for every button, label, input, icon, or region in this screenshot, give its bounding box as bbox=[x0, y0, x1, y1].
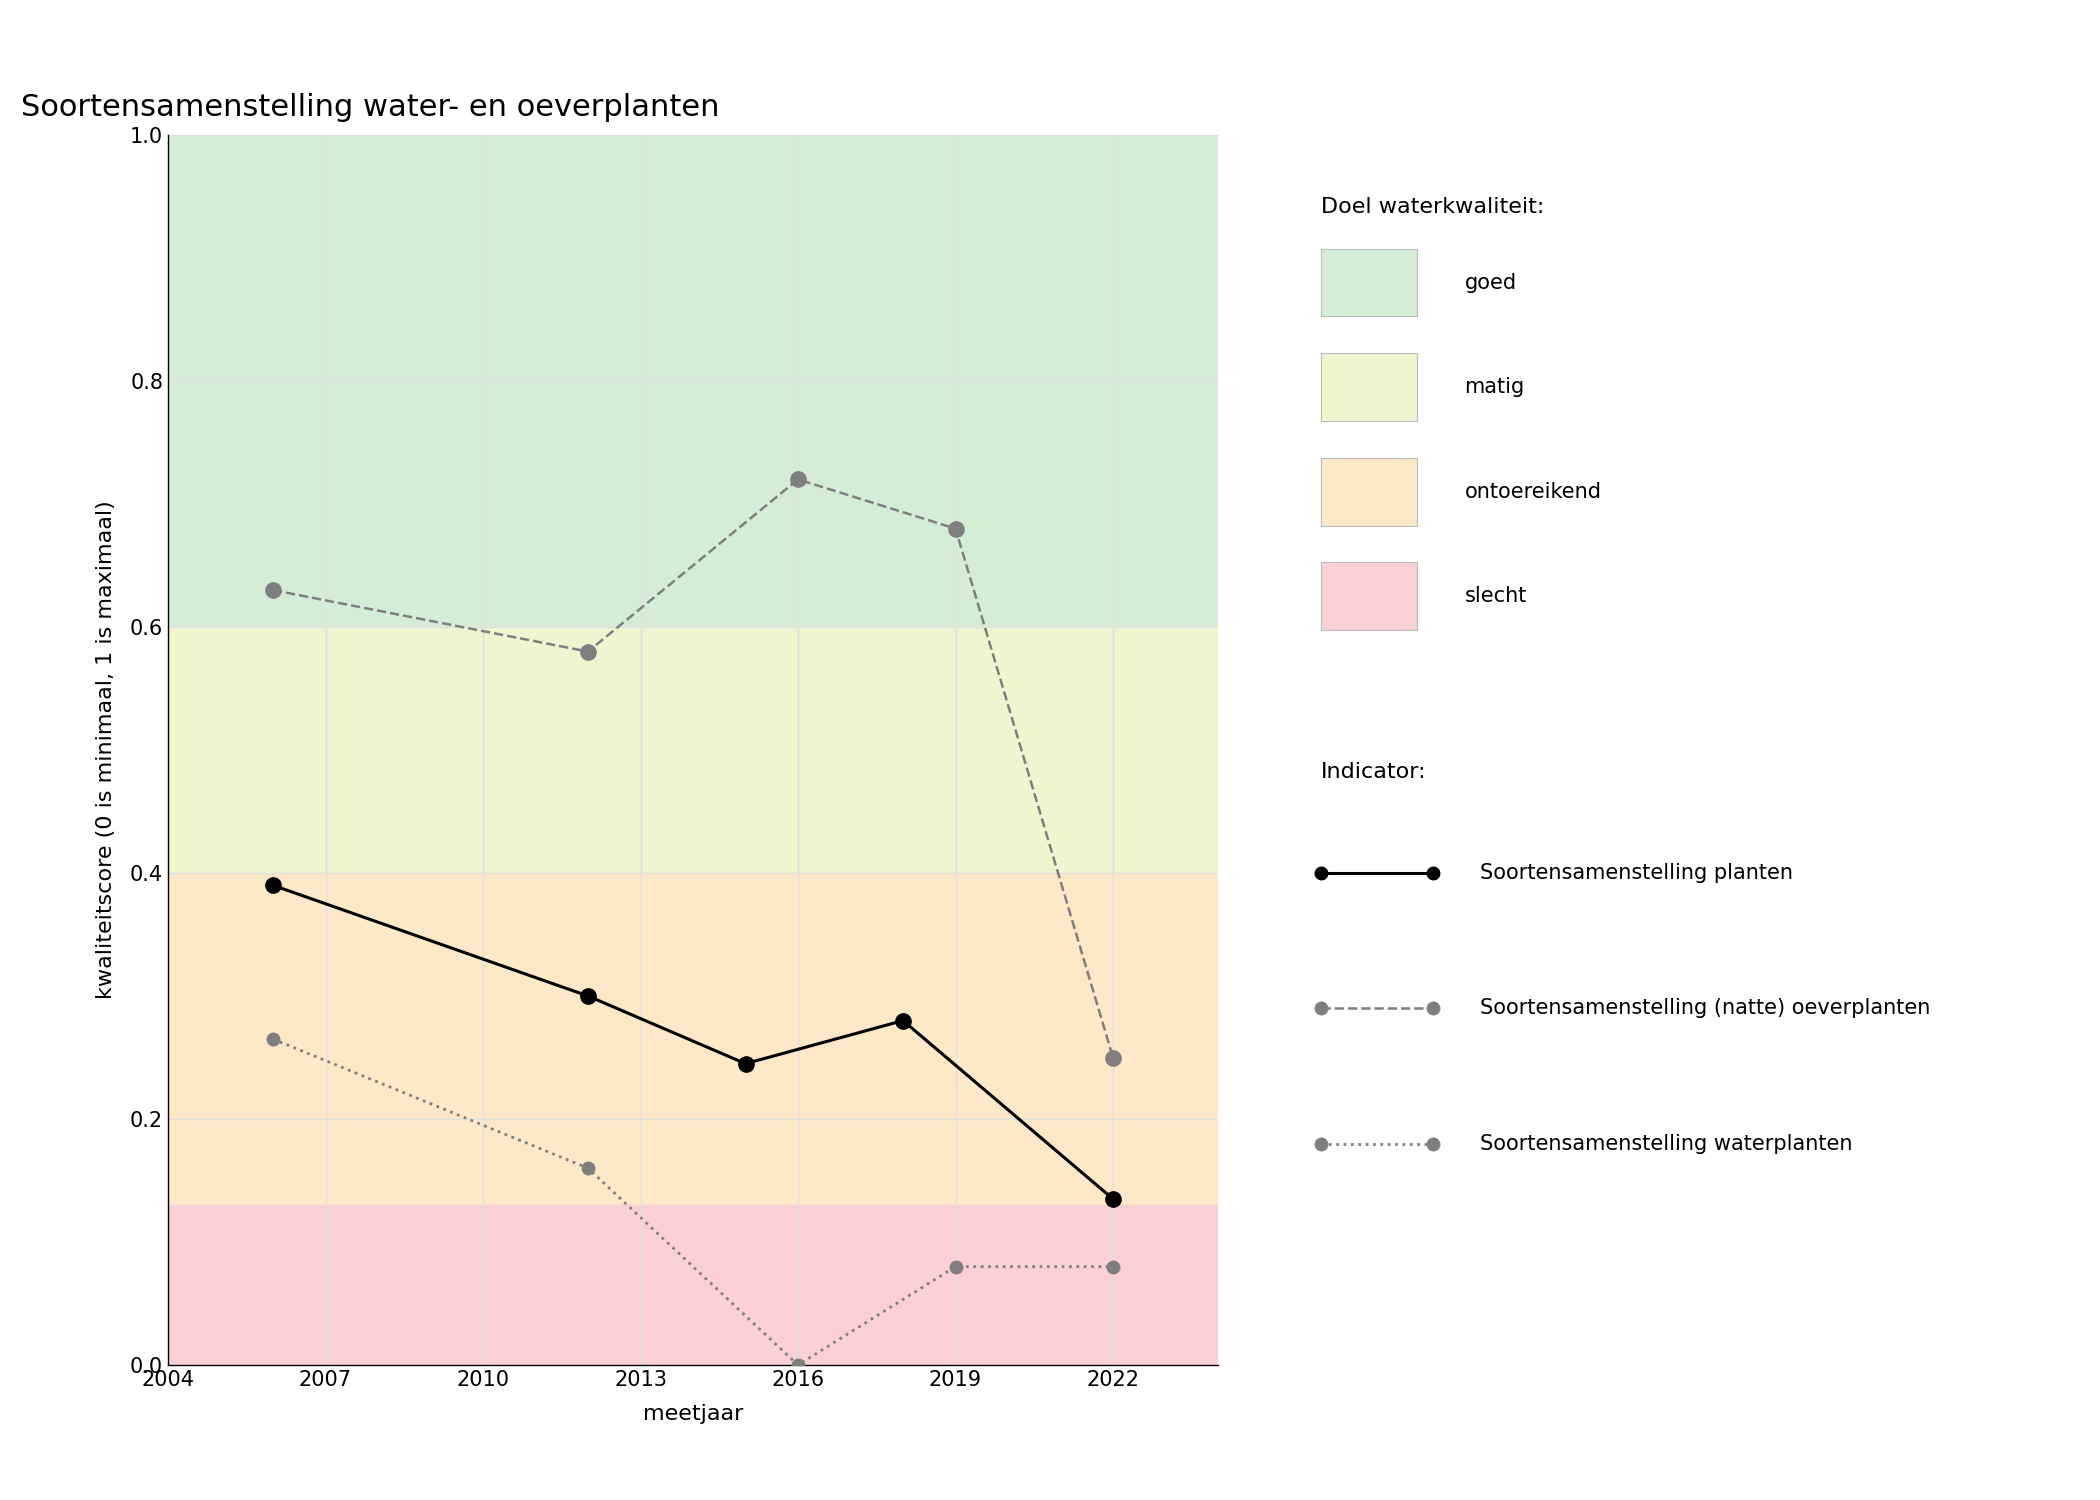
Bar bbox=[168, 1204, 1218, 1365]
Y-axis label: kwaliteitscore (0 is minimaal, 1 is maximaal): kwaliteitscore (0 is minimaal, 1 is maxi… bbox=[97, 501, 116, 999]
Bar bbox=[168, 873, 1218, 1204]
Text: ontoereikend: ontoereikend bbox=[1464, 482, 1602, 501]
FancyBboxPatch shape bbox=[1321, 458, 1418, 525]
X-axis label: meetjaar: meetjaar bbox=[643, 1404, 743, 1423]
FancyBboxPatch shape bbox=[1321, 249, 1418, 316]
Text: Soortensamenstelling water- en oeverplanten: Soortensamenstelling water- en oeverplan… bbox=[21, 93, 720, 122]
FancyBboxPatch shape bbox=[1321, 562, 1418, 630]
Text: Doel waterkwaliteit:: Doel waterkwaliteit: bbox=[1321, 196, 1544, 216]
Bar bbox=[168, 627, 1218, 873]
Text: slecht: slecht bbox=[1464, 586, 1527, 606]
Text: Soortensamenstelling (natte) oeverplanten: Soortensamenstelling (natte) oeverplante… bbox=[1480, 999, 1930, 1018]
Text: Soortensamenstelling planten: Soortensamenstelling planten bbox=[1480, 862, 1793, 883]
Text: Soortensamenstelling waterplanten: Soortensamenstelling waterplanten bbox=[1480, 1134, 1852, 1154]
Bar bbox=[168, 135, 1218, 627]
Text: Indicator:: Indicator: bbox=[1321, 762, 1426, 783]
Text: goed: goed bbox=[1464, 273, 1516, 292]
FancyBboxPatch shape bbox=[1321, 354, 1418, 422]
Text: matig: matig bbox=[1464, 376, 1525, 398]
